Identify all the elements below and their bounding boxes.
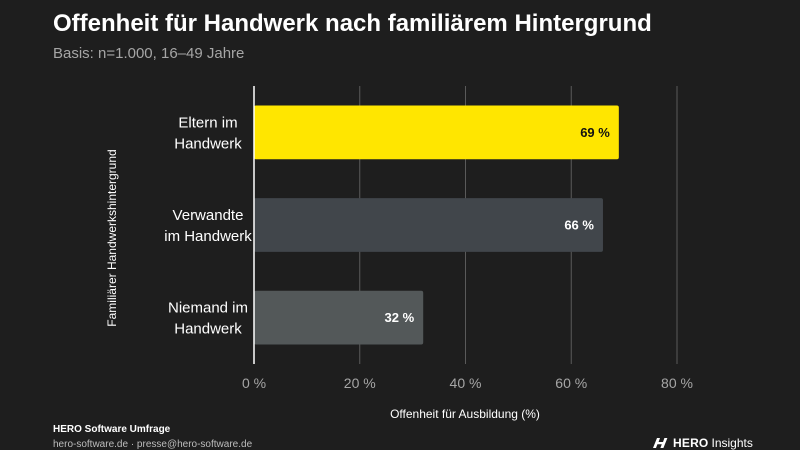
- category-label-1-1: im Handwerk: [164, 228, 252, 245]
- bar-value-label-2: 32 %: [385, 310, 415, 325]
- x-tick-label-20: 20 %: [344, 375, 376, 391]
- brand-suffix: Insights: [711, 436, 753, 450]
- bar-value-label-1: 66 %: [564, 218, 594, 233]
- category-label-0-0: Eltern im: [178, 114, 237, 131]
- x-tick-label-60: 60 %: [555, 375, 587, 391]
- x-axis-title: Offenheit für Ausbildung (%): [390, 407, 540, 421]
- category-label-2-0: Niemand im: [168, 300, 248, 317]
- category-label-0-1: Handwerk: [174, 135, 242, 152]
- x-tick-label-40: 40 %: [450, 375, 482, 391]
- footer-contact: hero-software.de · presse@hero-software.…: [53, 439, 253, 450]
- footer-source: HERO Software Umfrage: [53, 424, 171, 435]
- x-tick-label-0: 0 %: [242, 375, 266, 391]
- x-tick-label-80: 80 %: [661, 375, 693, 391]
- hero-logo-icon: [653, 438, 668, 448]
- bar-0: [254, 105, 619, 160]
- brand-name: HERO: [673, 436, 709, 450]
- chart-title: Offenheit für Handwerk nach familiärem H…: [53, 10, 652, 37]
- brand-logo: HERO Insights: [652, 436, 753, 450]
- category-label-1-0: Verwandte: [173, 207, 244, 224]
- chart-subtitle: Basis: n=1.000, 16–49 Jahre: [53, 45, 245, 62]
- bar-value-label-0: 69 %: [580, 125, 610, 140]
- y-axis-title: Familiärer Handwerkshintergrund: [105, 149, 119, 326]
- bar-1: [254, 198, 603, 252]
- bar-2: [254, 290, 424, 345]
- category-label-2-1: Handwerk: [174, 321, 242, 338]
